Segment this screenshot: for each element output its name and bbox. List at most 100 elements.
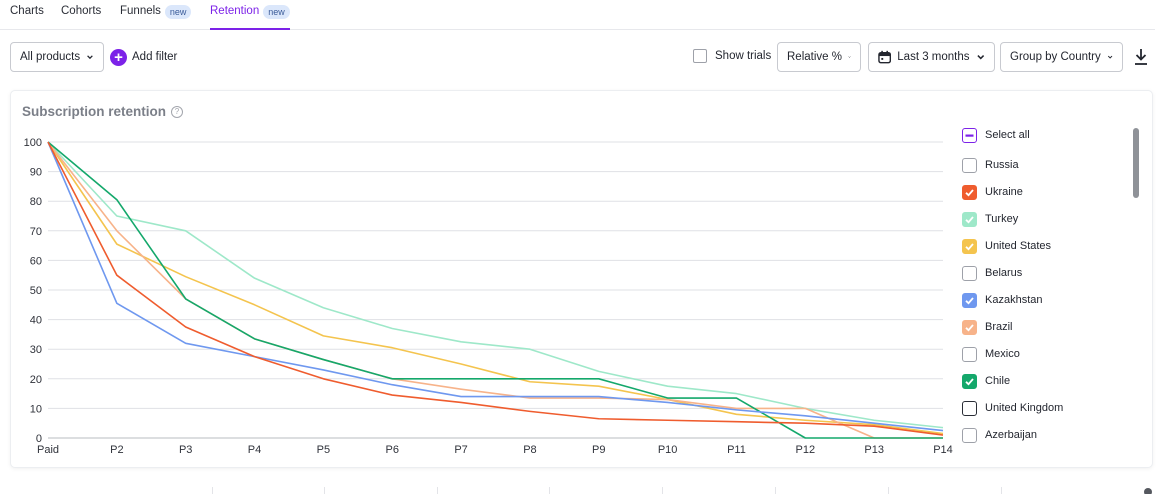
chevron-down-icon — [1107, 55, 1113, 59]
x-tick-label: P6 — [385, 444, 398, 456]
legend-checkbox[interactable] — [962, 373, 977, 389]
y-tick-label: 0 — [36, 433, 42, 445]
legend-item-mexico[interactable]: Mexico — [962, 345, 1020, 363]
divider — [775, 487, 776, 494]
show-trials-label: Show trials — [715, 50, 772, 62]
legend-item-label: Select all — [985, 129, 1030, 141]
x-tick-label: P5 — [317, 444, 330, 456]
download-icon[interactable] — [1133, 48, 1149, 66]
retention-line-chart: 0 10 20 30 40 50 60 70 80 90 100 Paid P2 P3 P4 P5 P6 P7 P8… — [24, 137, 953, 456]
legend-item-label: Brazil — [985, 321, 1013, 333]
check-icon — [965, 242, 974, 251]
x-tick-label: P11 — [727, 444, 746, 456]
legend-item-russia[interactable]: Russia — [962, 156, 1019, 174]
legend-item-label: Turkey — [985, 213, 1019, 225]
x-tick-label: P2 — [110, 444, 123, 456]
divider — [662, 487, 663, 494]
legend-item-label: Ukraine — [985, 186, 1023, 198]
legend-scrollbar[interactable] — [1133, 128, 1139, 198]
legend-item-belarus[interactable]: Belarus — [962, 264, 1022, 282]
legend-checkbox[interactable] — [962, 346, 977, 362]
add-filter-button[interactable]: + Add filter — [110, 47, 177, 67]
check-icon — [965, 377, 974, 386]
divider — [324, 487, 325, 494]
new-badge: new — [263, 5, 290, 19]
legend-checkbox[interactable] — [962, 319, 977, 335]
legend-checkbox[interactable] — [962, 157, 977, 173]
check-icon — [965, 296, 974, 305]
divider — [888, 487, 889, 494]
legend-select-all[interactable]: Select all — [962, 126, 1030, 144]
legend-checkbox[interactable] — [962, 211, 977, 227]
x-tick-label: P12 — [796, 444, 816, 456]
legend-checkbox[interactable] — [962, 427, 977, 443]
legend-checkbox[interactable] — [962, 292, 977, 308]
divider — [212, 487, 213, 494]
x-tick-label: P9 — [592, 444, 605, 456]
show-trials-checkbox[interactable] — [693, 49, 707, 63]
y-tick-label: 20 — [30, 374, 42, 386]
products-dropdown-label: All products — [20, 51, 81, 63]
y-tick-label: 60 — [30, 255, 42, 267]
select-all-checkbox[interactable] — [962, 127, 977, 143]
date-range-dropdown[interactable]: Last 3 months — [868, 42, 995, 72]
tab-cohorts[interactable]: Cohorts — [61, 5, 101, 30]
legend-item-kazakhstan[interactable]: Kazakhstan — [962, 291, 1042, 309]
legend-item-azerbaijan[interactable]: Azerbaijan — [962, 426, 1037, 444]
legend-item-united-kingdom[interactable]: United Kingdom — [962, 399, 1063, 417]
x-tick-label: P10 — [658, 444, 678, 456]
tab-retention[interactable]: Retention new — [210, 5, 290, 30]
y-tick-label: 40 — [30, 315, 42, 327]
chevron-down-icon — [848, 56, 851, 58]
y-tick-label: 30 — [30, 344, 42, 356]
check-icon — [965, 323, 974, 332]
legend-item-label: United States — [985, 240, 1052, 252]
x-tick-label: P3 — [179, 444, 192, 456]
tab-label: Cohorts — [61, 5, 102, 17]
legend-item-label: Chile — [985, 375, 1011, 387]
legend-item-chile[interactable]: Chile — [962, 372, 1010, 390]
series-line-united-states — [47, 141, 944, 435]
legend-item-label: Azerbaijan — [985, 429, 1037, 441]
legend-item-ukraine[interactable]: Ukraine — [962, 183, 1023, 201]
card-title: Subscription retention ? — [22, 104, 184, 119]
series-line-chile — [47, 141, 943, 439]
series-line-ukraine — [47, 141, 944, 436]
check-icon — [965, 188, 974, 197]
legend-item-label: Kazakhstan — [985, 294, 1043, 306]
show-trials-toggle[interactable]: Show trials — [693, 49, 771, 63]
chevron-down-icon — [87, 55, 93, 60]
y-tick-label: 80 — [30, 196, 42, 208]
group-by-dropdown[interactable]: Group by Country — [1000, 42, 1123, 72]
new-badge: new — [164, 5, 192, 19]
divider — [1001, 487, 1002, 494]
legend-checkbox[interactable] — [962, 265, 977, 281]
tab-charts[interactable]: Charts — [10, 5, 44, 30]
legend-item-united-states[interactable]: United States — [962, 237, 1051, 255]
relative-mode-dropdown[interactable]: Relative % — [777, 42, 861, 72]
legend-item-brazil[interactable]: Brazil — [962, 318, 1013, 336]
x-tick-label: P7 — [454, 444, 467, 456]
scroll-indicator — [1144, 488, 1152, 494]
x-tick-label: Paid — [37, 444, 59, 456]
y-tick-label: 10 — [30, 403, 42, 415]
x-tick-label: P4 — [248, 444, 261, 456]
tab-label: Funnels — [120, 5, 161, 17]
group-by-label: Group by Country — [1010, 51, 1101, 63]
tab-label: Retention — [210, 5, 260, 17]
y-tick-label: 100 — [24, 137, 42, 149]
tab-bar: Charts Cohorts Funnels new Retention new — [0, 0, 1155, 30]
x-tick-label: P8 — [523, 444, 536, 456]
legend-checkbox[interactable] — [962, 184, 977, 200]
products-dropdown[interactable]: All products — [10, 42, 104, 72]
minus-icon — [965, 134, 974, 137]
card-title-text: Subscription retention — [22, 104, 167, 119]
x-tick-label: P14 — [933, 444, 953, 456]
legend-checkbox[interactable] — [962, 400, 977, 416]
legend-item-turkey[interactable]: Turkey — [962, 210, 1018, 228]
tab-funnels[interactable]: Funnels new — [120, 5, 192, 30]
legend-checkbox[interactable] — [962, 238, 977, 254]
help-icon[interactable]: ? — [171, 105, 184, 118]
tab-label: Charts — [10, 5, 44, 17]
y-tick-label: 50 — [30, 285, 42, 297]
